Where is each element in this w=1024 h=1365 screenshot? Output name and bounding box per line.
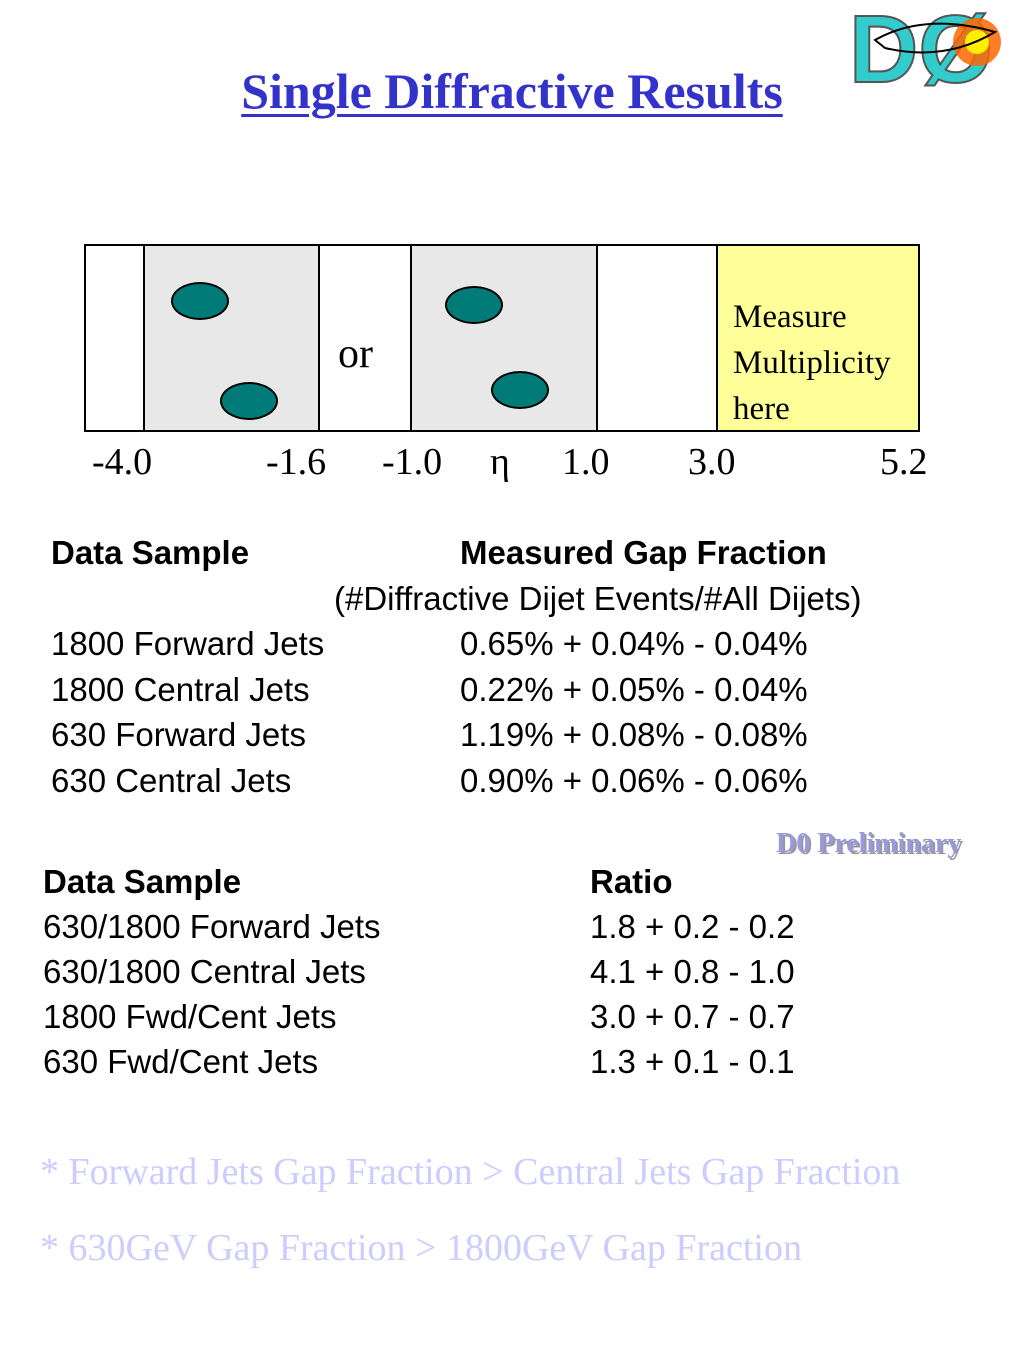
gap-row-sample: 1800 Forward Jets (51, 625, 325, 662)
measure-label: Measure Multiplicity here (733, 294, 923, 432)
ratio-row-value: 4.1 + 0.8 - 1.0 (590, 953, 795, 990)
jet-dot-icon (220, 382, 278, 420)
jet-dot-icon (491, 371, 549, 409)
page-title: Single Diffractive Results (241, 63, 783, 119)
eta-tick: -1.0 (382, 441, 443, 483)
ratio-row-sample: 1800 Fwd/Cent Jets (43, 998, 337, 1035)
d0-logo: DØ (848, 2, 1001, 94)
eta-diagram (84, 244, 920, 432)
gap-row-sample: 630 Central Jets (51, 762, 292, 799)
measure-line: here (733, 391, 790, 427)
gap-row-sample: 630 Forward Jets (51, 716, 306, 753)
jet-dot-icon (445, 286, 503, 324)
eta-symbol: η (490, 441, 510, 483)
forward-region (596, 246, 716, 430)
central-region (318, 246, 410, 430)
logo-track-icon (873, 22, 998, 54)
eta-tick: 1.0 (562, 441, 610, 483)
eta-tick: 5.2 (880, 441, 928, 483)
ratio-row-sample: 630/1800 Central Jets (43, 953, 366, 990)
gap-table-header-value: Measured Gap Fraction (460, 534, 827, 571)
eta-tick: -1.6 (266, 441, 327, 483)
ratio-table-header-value: Ratio (590, 863, 673, 900)
measure-region (716, 246, 918, 430)
gap-table-header-sample: Data Sample (51, 534, 250, 571)
conclusion-bullet: * 630GeV Gap Fraction > 1800GeV Gap Frac… (40, 1227, 802, 1269)
gap-table-subheader: (#Diffractive Dijet Events/#All Dijets) (334, 580, 862, 617)
ratio-table-header-sample: Data Sample (43, 863, 242, 900)
preliminary-label: D0 Preliminary (776, 828, 962, 859)
eta-tick: 3.0 (688, 441, 736, 483)
ratio-row-sample: 630/1800 Forward Jets (43, 908, 381, 945)
eta-tick: -4.0 (92, 441, 153, 483)
or-label: or (338, 331, 373, 377)
jet-dot-icon (171, 282, 229, 320)
conclusion-bullet: * Forward Jets Gap Fraction > Central Je… (40, 1151, 901, 1193)
gap-row-value: 1.19% + 0.08% - 0.08% (460, 716, 808, 753)
ratio-row-value: 1.3 + 0.1 - 0.1 (590, 1043, 795, 1080)
measure-line: Multiplicity (733, 345, 891, 381)
ratio-row-sample: 630 Fwd/Cent Jets (43, 1043, 319, 1080)
gap-row-value: 0.90% + 0.06% - 0.06% (460, 762, 808, 799)
ratio-row-value: 1.8 + 0.2 - 0.2 (590, 908, 795, 945)
gap-row-value: 0.65% + 0.04% - 0.04% (460, 625, 808, 662)
gap-row-value: 0.22% + 0.05% - 0.04% (460, 671, 808, 708)
ratio-row-value: 3.0 + 0.7 - 0.7 (590, 998, 795, 1035)
measure-line: Measure (733, 299, 847, 335)
gap-row-sample: 1800 Central Jets (51, 671, 310, 708)
